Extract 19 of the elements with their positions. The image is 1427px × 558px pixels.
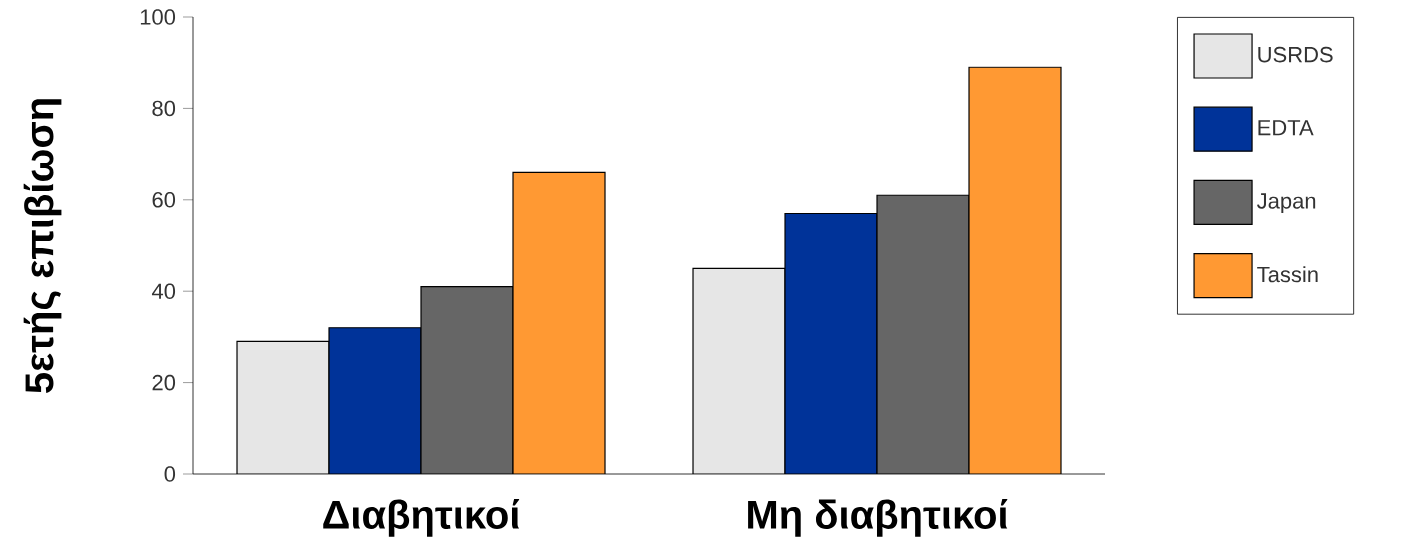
legend-label: Japan bbox=[1257, 193, 1316, 214]
y-tick-label: 40 bbox=[151, 283, 176, 299]
legend-label: EDTA bbox=[1258, 120, 1314, 136]
y-tick-label: 0 bbox=[164, 466, 176, 482]
legend-label: Tassin bbox=[1257, 266, 1318, 283]
x-tick-label: Διαβητικοί bbox=[323, 499, 520, 537]
y-tick-label: 100 bbox=[140, 9, 176, 25]
y-tick-label: 60 bbox=[152, 192, 176, 208]
bar bbox=[421, 286, 514, 474]
bar bbox=[876, 194, 970, 474]
y-tick-label: 80 bbox=[152, 100, 176, 117]
bar bbox=[329, 327, 422, 474]
bar bbox=[237, 341, 330, 474]
x-tick-label: Μη διαβητικοί bbox=[748, 499, 1008, 537]
bar bbox=[692, 267, 786, 474]
bar bbox=[784, 212, 878, 474]
legend-label: USRDS bbox=[1258, 46, 1333, 63]
y-tick-label: 20 bbox=[152, 374, 176, 391]
y-axis-title: 5ετής επιβίωση bbox=[23, 99, 62, 393]
